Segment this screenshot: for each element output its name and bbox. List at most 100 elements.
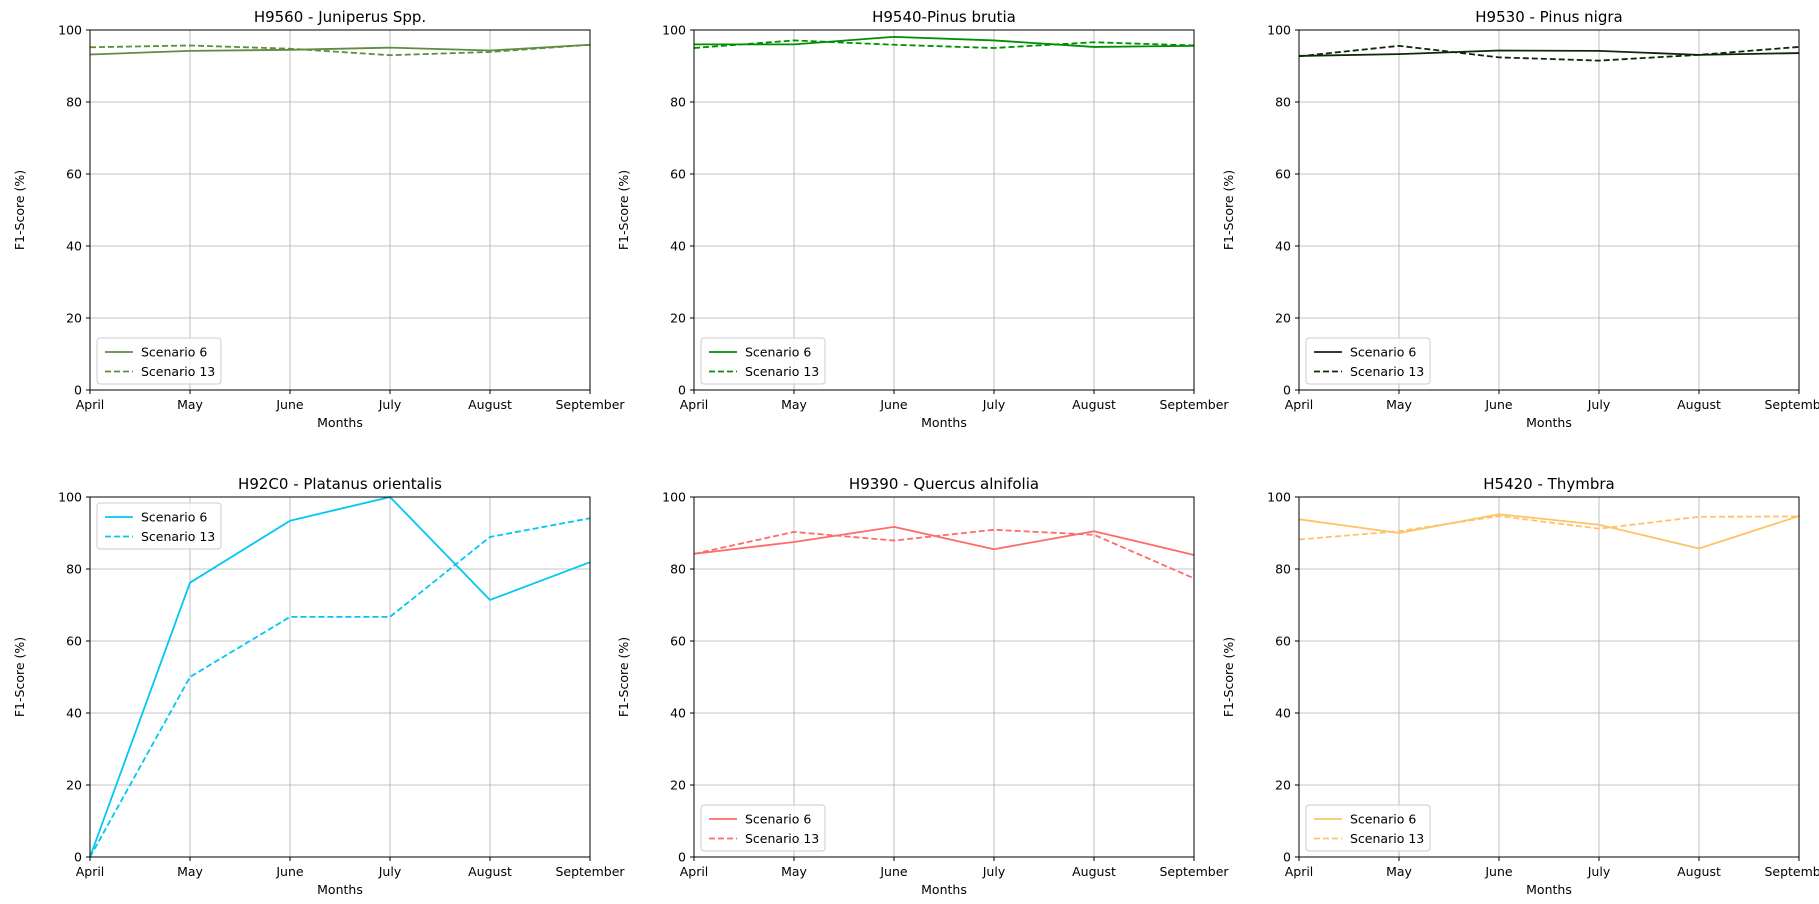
y-tick-label: 100 — [1267, 490, 1291, 505]
x-tick-label: April — [1285, 397, 1314, 412]
x-tick-label: September — [555, 397, 625, 412]
series-line-scenario-13 — [693, 39, 1195, 49]
x-axis-label: Months — [317, 415, 363, 430]
legend-label: Scenario 6 — [141, 510, 207, 525]
y-tick-label: 100 — [58, 23, 82, 38]
chart-title: H5420 - Thymbra — [1483, 475, 1614, 493]
y-tick-label: 60 — [670, 634, 686, 649]
y-tick-label: 60 — [1275, 167, 1291, 182]
x-tick-label: July — [1587, 397, 1611, 412]
y-tick-label: 0 — [678, 383, 686, 398]
legend-label: Scenario 13 — [745, 831, 819, 846]
x-tick-label: August — [468, 397, 512, 412]
series-line-scenario-6 — [1298, 49, 1800, 57]
x-tick-label: April — [1285, 864, 1314, 879]
y-tick-label: 80 — [66, 562, 82, 577]
y-tick-label: 80 — [66, 95, 82, 110]
subplot-5: April May June July August September 0 20 40 60 80… — [616, 475, 1229, 897]
y-tick-label: 0 — [1283, 383, 1291, 398]
legend-box — [96, 502, 222, 550]
legend-box — [700, 337, 826, 385]
legend-label: Scenario 13 — [1350, 831, 1424, 846]
x-tick-label: June — [275, 864, 304, 879]
y-tick-label: 100 — [662, 490, 686, 505]
x-tick-label: August — [1072, 864, 1116, 879]
legend: Scenario 6 Scenario 13 — [1305, 804, 1431, 852]
legend-box — [1305, 337, 1431, 385]
x-tick-label: July — [1587, 864, 1611, 879]
y-tick-label: 40 — [1275, 239, 1291, 254]
plot-frame — [693, 29, 1195, 391]
chart-title: H9390 - Quercus alnifolia — [849, 475, 1039, 493]
y-tick-label: 40 — [1275, 706, 1291, 721]
legend-label: Scenario 13 — [141, 529, 215, 544]
x-tick-label: April — [76, 864, 105, 879]
legend-label: Scenario 6 — [745, 345, 811, 360]
legend-label: Scenario 6 — [1350, 345, 1416, 360]
y-tick-label: 80 — [1275, 95, 1291, 110]
legend-label: Scenario 13 — [745, 364, 819, 379]
y-tick-label: 20 — [670, 311, 686, 326]
legend-label: Scenario 6 — [1350, 812, 1416, 827]
y-tick-label: 100 — [1267, 23, 1291, 38]
x-tick-label: July — [378, 397, 402, 412]
subplot-4: April May June July August September 0 20 40 60 80… — [12, 475, 625, 897]
x-tick-label: August — [1072, 397, 1116, 412]
x-tick-label: August — [468, 864, 512, 879]
x-tick-label: June — [879, 864, 908, 879]
y-tick-label: 60 — [670, 167, 686, 182]
x-tick-label: April — [680, 397, 709, 412]
legend: Scenario 6 Scenario 13 — [700, 804, 826, 852]
x-axis-label: Months — [921, 415, 967, 430]
chart-title: H9560 - Juniperus Spp. — [254, 8, 426, 26]
y-tick-label: 60 — [66, 634, 82, 649]
chart-title: H92C0 - Platanus orientalis — [238, 475, 442, 493]
x-axis-label: Months — [1526, 882, 1572, 897]
x-tick-label: May — [177, 397, 203, 412]
y-tick-label: 20 — [1275, 778, 1291, 793]
legend: Scenario 6 Scenario 13 — [1305, 337, 1431, 385]
series-line-scenario-13 — [89, 43, 591, 57]
series-line-scenario-13 — [693, 528, 1195, 580]
x-tick-label: September — [555, 864, 625, 879]
y-tick-label: 40 — [66, 239, 82, 254]
y-tick-label: 80 — [670, 95, 686, 110]
series-line-scenario-6 — [89, 43, 591, 56]
y-axis-label: F1-Score (%) — [616, 170, 631, 250]
x-tick-label: May — [781, 397, 807, 412]
legend-box — [1305, 804, 1431, 852]
x-axis-label: Months — [1526, 415, 1572, 430]
x-tick-label: July — [378, 864, 402, 879]
y-tick-label: 20 — [66, 778, 82, 793]
y-tick-label: 0 — [1283, 850, 1291, 865]
y-tick-label: 80 — [1275, 562, 1291, 577]
x-tick-label: September — [1764, 397, 1819, 412]
y-tick-label: 40 — [670, 706, 686, 721]
y-tick-label: 20 — [66, 311, 82, 326]
y-axis-label: F1-Score (%) — [616, 637, 631, 717]
x-tick-label: July — [982, 397, 1006, 412]
x-tick-label: April — [76, 397, 105, 412]
x-tick-label: September — [1159, 864, 1229, 879]
chart-title: H9540-Pinus brutia — [872, 8, 1016, 26]
plot-frame — [693, 496, 1195, 858]
plot-frame — [1298, 496, 1800, 858]
x-tick-label: May — [1386, 864, 1412, 879]
legend: Scenario 6 Scenario 13 — [700, 337, 826, 385]
subplot-6: April May June July August September 0 20 40 60 80… — [1221, 475, 1819, 897]
y-tick-label: 100 — [58, 490, 82, 505]
plot-frame — [89, 29, 591, 391]
x-tick-label: May — [781, 864, 807, 879]
legend-label: Scenario 13 — [1350, 364, 1424, 379]
x-tick-label: September — [1764, 864, 1819, 879]
series-line-scenario-13 — [1298, 44, 1800, 62]
chart-title: H9530 - Pinus nigra — [1475, 8, 1622, 26]
y-tick-label: 40 — [670, 239, 686, 254]
x-tick-label: May — [177, 864, 203, 879]
y-axis-label: F1-Score (%) — [12, 637, 27, 717]
subplot-1: April May June July August September 0 20 40 60 80… — [12, 8, 625, 430]
y-tick-label: 20 — [1275, 311, 1291, 326]
x-tick-label: July — [982, 864, 1006, 879]
y-tick-label: 80 — [670, 562, 686, 577]
x-tick-label: May — [1386, 397, 1412, 412]
